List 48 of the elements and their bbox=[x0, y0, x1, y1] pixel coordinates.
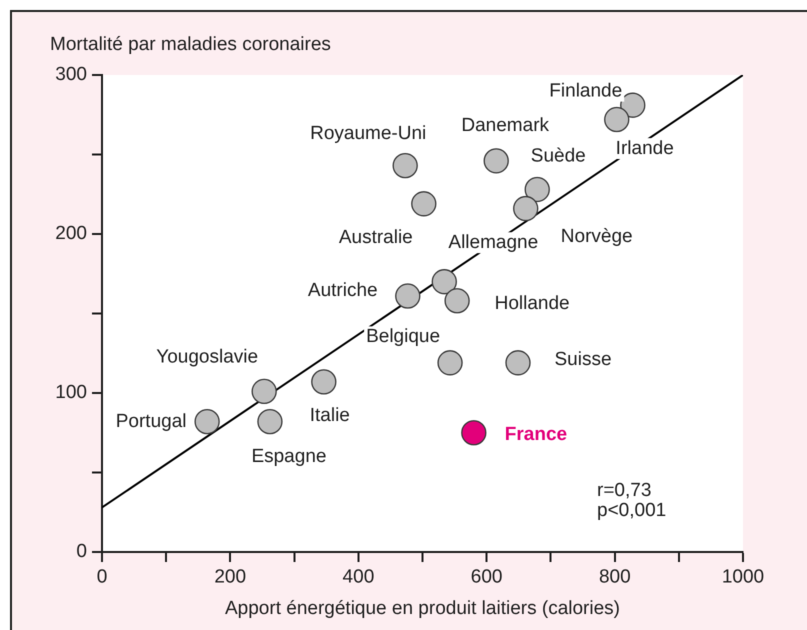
point bbox=[524, 176, 550, 202]
x-tick-label: 800 bbox=[598, 566, 631, 588]
annotation: Suisse bbox=[554, 349, 612, 370]
point bbox=[252, 378, 277, 404]
y-tick-label: 0 bbox=[76, 541, 87, 562]
point bbox=[505, 350, 531, 376]
y-tick-label: 300 bbox=[55, 64, 87, 86]
annotation: Suède bbox=[530, 146, 586, 167]
point bbox=[620, 92, 646, 118]
point bbox=[411, 191, 436, 216]
point bbox=[513, 196, 538, 222]
annotation: Allemagne bbox=[448, 232, 538, 253]
point bbox=[437, 350, 463, 376]
x-tick-label: 600 bbox=[470, 566, 502, 588]
annotation: Finlande bbox=[549, 80, 622, 102]
point bbox=[432, 269, 457, 294]
point bbox=[604, 106, 630, 132]
point bbox=[484, 148, 509, 174]
y-tick-label: 200 bbox=[55, 223, 87, 244]
point bbox=[311, 369, 336, 395]
annotation: Yougoslavie bbox=[156, 346, 258, 368]
annotation: r=0,73 bbox=[597, 480, 652, 502]
x-axis-title: Apport énergétique en produit laitiers (calories) bbox=[225, 598, 620, 620]
y-tick-label: 100 bbox=[55, 382, 87, 404]
point bbox=[461, 420, 486, 446]
point bbox=[444, 288, 470, 314]
point bbox=[395, 283, 420, 309]
annotation: Norvège bbox=[560, 226, 633, 247]
point bbox=[392, 152, 418, 178]
x-tick-label: 200 bbox=[214, 566, 246, 588]
annotation: Portugal bbox=[116, 410, 187, 432]
annotation: Espagne bbox=[251, 446, 326, 467]
annotation: Hollande bbox=[494, 293, 570, 314]
x-tick-label: 400 bbox=[342, 566, 374, 588]
annotation: Royaume-Uni bbox=[310, 122, 426, 144]
annotation: Autriche bbox=[308, 280, 378, 302]
y-axis-title: Mortalité par maladies coronaires bbox=[50, 34, 331, 56]
annotation: Australie bbox=[338, 227, 413, 248]
x-tick-label: 0 bbox=[96, 566, 108, 588]
annotation: Irlande bbox=[616, 138, 674, 159]
point bbox=[257, 408, 283, 434]
annotation: Belgique bbox=[366, 326, 440, 348]
annotation: Italie bbox=[310, 405, 350, 426]
x-tick-label: 1000 bbox=[722, 566, 764, 588]
point bbox=[194, 408, 220, 434]
annotation: p<0,001 bbox=[597, 500, 666, 522]
annotation: Danemark bbox=[461, 115, 550, 136]
series-label: France bbox=[504, 424, 568, 445]
